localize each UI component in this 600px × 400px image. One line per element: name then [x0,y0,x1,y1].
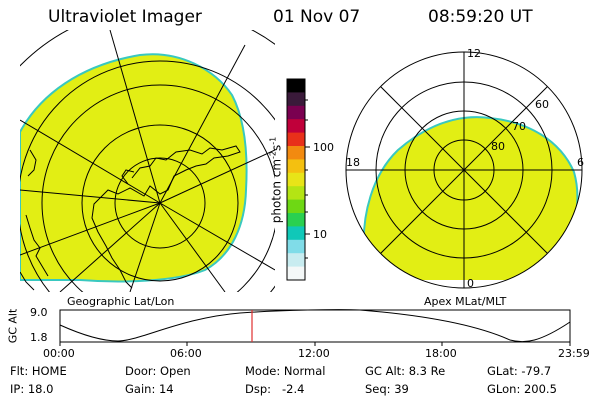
colorbar-tick-100: 100 [313,141,334,154]
colorbar-band [287,186,305,201]
colorbar-band [287,92,305,107]
mlt-label-6: 6 [577,156,584,169]
timeline-tick-1800: 18:00 [425,347,457,360]
colorbar-band [287,239,305,254]
colorbar-unit-label: photon cm-2s-1 [268,136,284,224]
glat-status: GLat: -79.7 [487,364,552,378]
left-image-fill [20,53,248,283]
mode-status: Mode: Normal [245,364,326,378]
mlt-label-18: 18 [346,156,360,169]
timeline-plot [59,309,571,346]
colorbar-band [287,213,305,227]
colorbar-band [287,172,305,187]
left-panel-caption: Geographic Lat/Lon [67,295,175,308]
colorbar-tick-10: 10 [313,228,327,241]
colorbar-band [287,119,305,134]
mlat-label-80: 80 [491,140,505,153]
colorbar-band [287,159,305,174]
timeline-ylabel: GC Alt [6,308,20,344]
colorbar [287,79,305,281]
colorbar-band [287,146,305,160]
geographic-map [20,30,275,292]
colorbar-band [287,266,305,281]
mlt-label-0: 0 [467,277,474,290]
timeline-ymin: 1.8 [30,331,48,344]
right-panel-caption: Apex MLat/MLT [424,295,507,308]
gc-alt-status: GC Alt: 8.3 Re [365,364,446,378]
colorbar-band [287,253,305,268]
dsp-status: Dsp: -2.4 [245,382,305,396]
flight-status: Flt: HOME [10,364,67,378]
timeline-tick-2359: 23:59 [558,347,590,360]
mlat-label-70: 70 [512,120,526,133]
mlt-label-12: 12 [467,47,481,60]
timeline-tick-0000: 00:00 [43,347,75,360]
colorbar-band [287,226,305,241]
altitude-curve [59,309,571,343]
continent-outline [91,145,241,289]
time-label: 08:59:20 UT [428,7,533,27]
gain-status: Gain: 14 [125,382,174,396]
seq-status: Seq: 39 [365,382,409,396]
date-label: 01 Nov 07 [273,7,361,27]
timeline-ymax: 9.0 [30,306,48,319]
mlat-label-60: 60 [535,98,549,111]
timeline-tick-0600: 06:00 [170,347,202,360]
right-image-fill [362,116,579,280]
glon-status: GLon: 200.5 [487,382,557,396]
magnetic-polar-plot [345,51,583,289]
ip-status: IP: 18.0 [10,382,54,396]
colorbar-band [287,132,305,147]
colorbar-band [287,79,305,93]
colorbar-band [287,199,305,214]
timeline-tick-1200: 12:00 [298,347,330,360]
door-status: Door: Open [125,364,191,378]
instrument-title: Ultraviolet Imager [48,7,202,27]
colorbar-band [287,105,305,120]
